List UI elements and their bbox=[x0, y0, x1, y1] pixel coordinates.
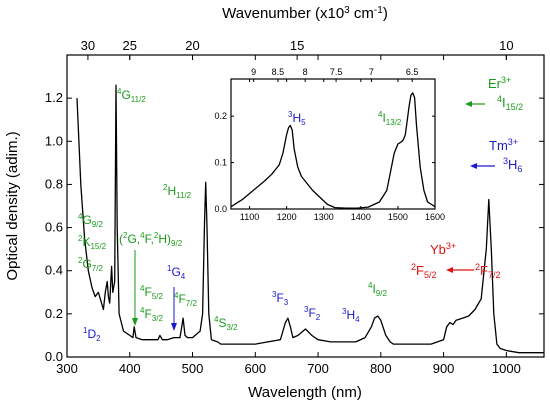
x-tick-label: 1600 bbox=[425, 212, 445, 222]
inset-x-axis-ticks: 1100 1200 1300 1400 1500 1600 bbox=[240, 79, 445, 222]
inset-spectrum-line bbox=[230, 92, 436, 209]
top-tick-label: 8.5 bbox=[272, 67, 285, 77]
top-axis-ticks: 30 25 20 15 10 bbox=[81, 38, 514, 60]
x-tick-label: 1000 bbox=[492, 361, 521, 376]
g4-arrowhead bbox=[171, 323, 177, 331]
label-f-7-2: 4F7/2 bbox=[174, 291, 197, 308]
y-tick-label: 0.0 bbox=[45, 349, 63, 364]
y-axis-title: Optical density (adim.) bbox=[4, 131, 21, 280]
x-tick-label: 400 bbox=[119, 361, 141, 376]
label-s-3-2: 4S3/2 bbox=[214, 315, 238, 332]
inset-y-axis-ticks: 0.0 0.1 0.2 bbox=[214, 111, 435, 214]
y-tick-label: 0.2 bbox=[45, 306, 63, 321]
top-tick-label: 9 bbox=[251, 67, 256, 77]
y-tick-label: 0.2 bbox=[214, 111, 227, 121]
label-h-5: 3H5 bbox=[288, 110, 306, 127]
top-tick-label: 8 bbox=[303, 67, 308, 77]
label-f-5-2: 4F5/2 bbox=[140, 284, 163, 301]
x-tick-label: 900 bbox=[433, 361, 455, 376]
top-tick-label: 25 bbox=[123, 38, 137, 53]
x-tick-label: 1300 bbox=[314, 212, 334, 222]
er-ground-arrowhead bbox=[465, 101, 472, 107]
top-tick-label: 6.5 bbox=[406, 67, 419, 77]
transition-arrows bbox=[132, 101, 495, 331]
tm-ground-arrowhead bbox=[470, 163, 477, 169]
y-tick-label: 0.8 bbox=[45, 176, 63, 191]
label-g-4: 1G4 bbox=[167, 264, 186, 281]
top-tick-label: 7.5 bbox=[330, 67, 343, 77]
top-tick-label: 30 bbox=[81, 38, 95, 53]
y-axis-ticks: 0.0 0.2 0.4 0.6 0.8 1.0 1.2 bbox=[45, 90, 544, 364]
x-tick-label: 600 bbox=[244, 361, 266, 376]
x-tick-label: 1100 bbox=[240, 212, 259, 222]
label-d-2: 1D2 bbox=[83, 326, 101, 343]
label-f-3-2: 4F3/2 bbox=[140, 306, 163, 323]
x-tick-label: 500 bbox=[182, 361, 204, 376]
label-f-3: 3F3 bbox=[272, 290, 289, 307]
y-tick-label: 0.0 bbox=[214, 204, 227, 214]
x-axis-ticks: 300 400 500 600 700 800 900 1000 bbox=[56, 55, 521, 376]
inset-top-axis-ticks: 9 8.5 8 7.5 7 6.5 bbox=[251, 67, 418, 82]
label-f-5-2-yb: 2F5/2 bbox=[411, 262, 436, 280]
label-g-9-2: 4G9/2 bbox=[78, 212, 103, 229]
label-f-2: 3F2 bbox=[304, 305, 321, 322]
top-tick-label: 7 bbox=[369, 67, 374, 77]
label-h-4: 3H4 bbox=[342, 307, 360, 324]
x-tick-label: 1200 bbox=[277, 212, 297, 222]
y-tick-label: 1.2 bbox=[45, 90, 63, 105]
x-tick-label: 1400 bbox=[351, 212, 371, 222]
x-tick-label: 300 bbox=[56, 361, 78, 376]
top-tick-label: 20 bbox=[185, 38, 199, 53]
absorption-spectrum-line bbox=[76, 84, 544, 354]
label-i-9-2: 4I9/2 bbox=[368, 281, 387, 298]
x-axis-title: Wavelength (nm) bbox=[248, 384, 362, 401]
y-tick-label: 0.6 bbox=[45, 220, 63, 235]
mixed-level-arrowhead bbox=[132, 318, 138, 326]
top-axis-title: Wavenumber (x103 cm-1) bbox=[222, 5, 388, 22]
label-er-ion: Er3+ bbox=[488, 75, 511, 91]
yb-transition-arrowhead bbox=[446, 267, 453, 273]
label-h-6: 3H6 bbox=[503, 156, 522, 174]
label-h-11-2: 2H11/2 bbox=[163, 183, 192, 200]
label-i-15-2: 4I15/2 bbox=[497, 94, 523, 112]
y-tick-label: 1.0 bbox=[45, 133, 63, 148]
label-i-13-2: 4I13/2 bbox=[378, 110, 402, 127]
y-tick-label: 0.1 bbox=[214, 158, 227, 168]
plot-frame bbox=[66, 54, 545, 358]
x-tick-label: 800 bbox=[370, 361, 392, 376]
x-tick-label: 1500 bbox=[388, 212, 408, 222]
top-tick-label: 10 bbox=[499, 38, 513, 53]
label-g-11-2: 4G11/2 bbox=[117, 87, 146, 104]
y-tick-label: 0.4 bbox=[45, 263, 63, 278]
label-yb-ion: Yb3+ bbox=[430, 241, 456, 257]
top-tick-label: 15 bbox=[290, 38, 304, 53]
label-k-15-2: 2K15/2 bbox=[78, 234, 107, 251]
x-tick-label: 700 bbox=[307, 361, 329, 376]
label-g-7-2: 2G7/2 bbox=[78, 256, 103, 273]
label-f-7-2-yb: 2F7/2 bbox=[475, 262, 500, 280]
label-mixed-9-2: (2G,4F,2H)9/2 bbox=[119, 231, 183, 248]
inset-frame bbox=[230, 78, 436, 210]
label-tm-ion: Tm3+ bbox=[489, 137, 518, 153]
